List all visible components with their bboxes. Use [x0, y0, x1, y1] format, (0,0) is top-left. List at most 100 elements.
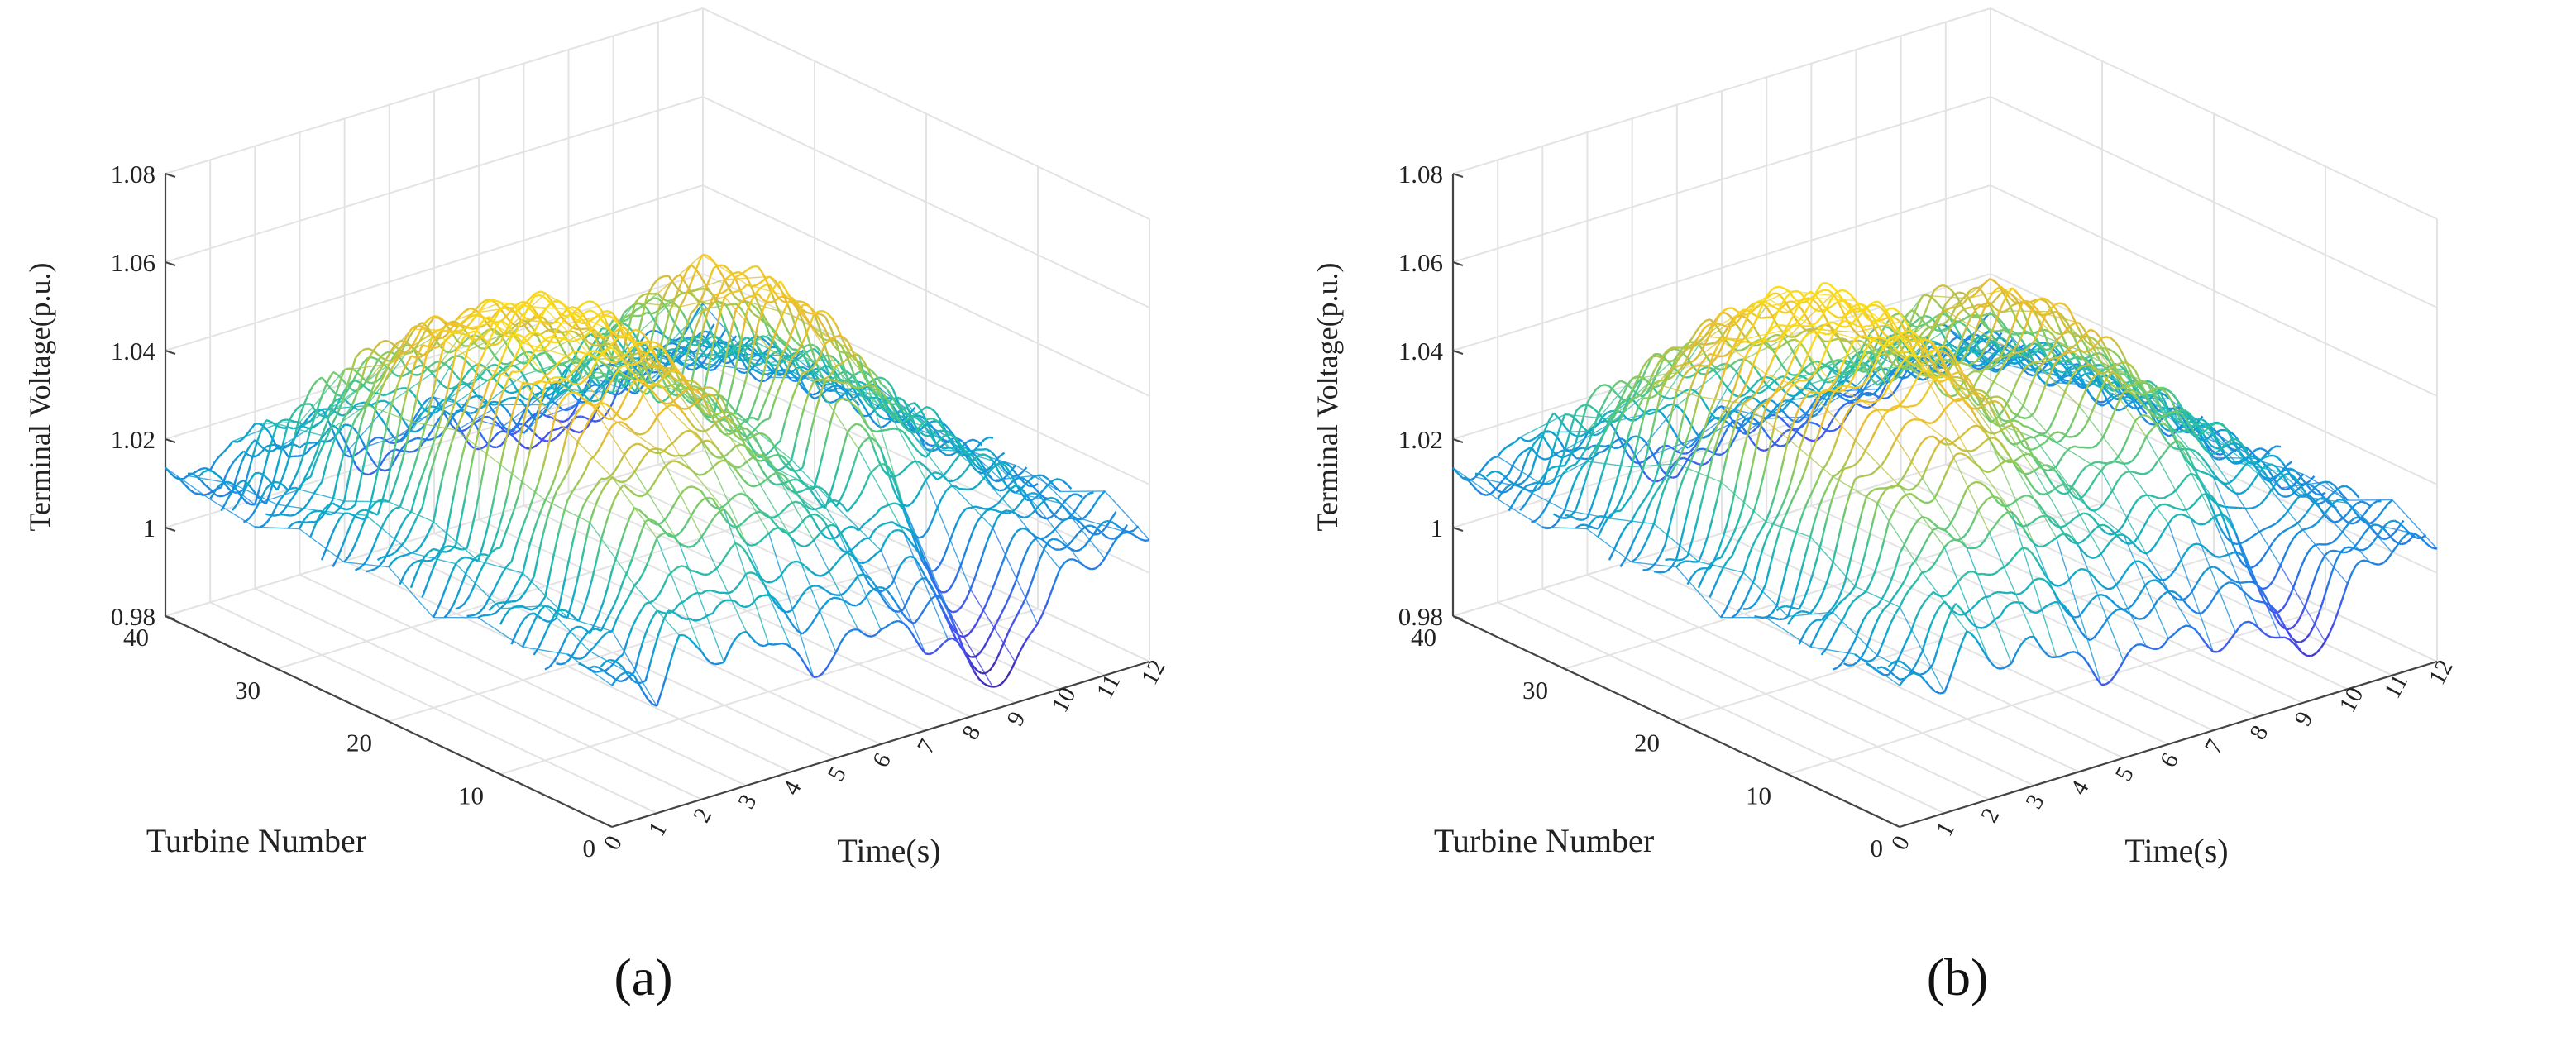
surface-segment: [370, 458, 377, 466]
surface-segment: [691, 351, 697, 359]
surface-segment: [477, 355, 484, 366]
surface-segment: [477, 614, 483, 619]
surface-segment: [683, 348, 691, 366]
surface-segment: [644, 663, 652, 681]
surface-segment: [733, 412, 738, 415]
surface-segment: [613, 490, 620, 500]
surface-segment: [598, 310, 605, 316]
surface-segment: [683, 380, 690, 388]
surface-segment: [648, 647, 656, 665]
surface-segment: [605, 667, 611, 671]
surface-segment: [740, 371, 746, 375]
surface-segment: [597, 602, 605, 615]
surface-segment: [463, 595, 471, 605]
surface-segment: [524, 338, 531, 346]
surface-segment: [598, 488, 605, 498]
surface-segment: [401, 516, 408, 525]
surface-segment: [519, 366, 526, 372]
surface-rib: [768, 465, 815, 488]
surface-segment: [316, 481, 323, 489]
surface-segment: [299, 421, 305, 428]
surface-segment: [260, 419, 267, 431]
surface-rib: [455, 563, 501, 609]
surface-segment: [390, 551, 396, 557]
surface-segment: [404, 340, 410, 346]
surface-segment: [364, 385, 370, 392]
surface-segment: [696, 441, 703, 447]
surface-segment: [930, 407, 936, 413]
surface-segment: [863, 405, 869, 414]
surface-segment: [262, 520, 270, 527]
surface-segment: [544, 379, 551, 386]
surface-segment: [750, 571, 756, 576]
surface-segment: [573, 364, 580, 370]
surface-segment: [477, 331, 484, 339]
surface-segment: [316, 435, 323, 451]
surface-rib: [388, 566, 434, 619]
surface-segment: [439, 542, 446, 552]
surface-segment: [748, 442, 755, 452]
surface-segment: [411, 437, 417, 442]
surface-segment: [433, 547, 438, 552]
surface-segment: [876, 549, 882, 555]
surface-segment: [805, 566, 813, 573]
surface-segment: [450, 351, 457, 373]
surface-segment: [891, 572, 898, 585]
surface-segment: [464, 323, 471, 330]
surface-segment: [632, 342, 638, 348]
surface-segment: [309, 463, 317, 477]
surface-segment: [249, 472, 256, 480]
surface-segment: [421, 320, 428, 327]
surface-segment: [848, 362, 856, 377]
surface-segment: [325, 404, 332, 413]
surface-segment: [982, 447, 987, 451]
surface-segment: [824, 328, 831, 340]
surface-segment: [665, 404, 671, 409]
surface-segment: [906, 537, 914, 545]
surface-segment: [981, 475, 987, 482]
surface-segment: [624, 423, 631, 429]
surface-segment: [645, 518, 651, 523]
surface-segment: [746, 571, 752, 575]
surface-segment: [303, 470, 310, 480]
surface-segment: [509, 350, 516, 358]
surface-segment: [495, 299, 502, 303]
surface-segment: [743, 480, 750, 486]
surface-segment: [379, 558, 385, 566]
surface-segment: [386, 427, 393, 435]
surface-segment: [312, 380, 318, 387]
surface-segment: [595, 478, 602, 486]
surface-segment: [533, 554, 540, 577]
surface-segment: [589, 508, 595, 523]
surface-segment: [686, 363, 692, 367]
surface-segment: [696, 591, 702, 595]
surface-segment: [949, 580, 956, 589]
surface-segment: [602, 631, 609, 638]
surface-segment: [838, 380, 844, 385]
surface-segment: [923, 433, 929, 437]
surface-segment: [247, 483, 254, 490]
surface-segment: [643, 356, 649, 365]
surface-segment: [736, 579, 743, 587]
surface-segment: [542, 517, 549, 536]
surface-segment: [609, 471, 616, 478]
surface-segment: [686, 429, 691, 432]
surface-segment: [775, 440, 781, 446]
surface-segment: [750, 543, 756, 547]
surface-segment: [376, 386, 384, 400]
surface-segment: [717, 411, 723, 415]
surface-segment: [531, 291, 538, 298]
surface-segment: [577, 393, 585, 400]
surface-segment: [724, 361, 730, 365]
surface-segment: [377, 353, 384, 360]
surface-segment: [718, 354, 724, 359]
surface-segment: [925, 474, 931, 481]
surface-segment: [867, 367, 873, 379]
surface-segment: [1068, 511, 1074, 518]
surface-segment: [1010, 490, 1016, 495]
surface-segment: [721, 318, 729, 332]
surface-segment: [607, 348, 614, 359]
surface-segment: [1001, 477, 1008, 486]
surface-segment: [469, 364, 476, 371]
surface-segment: [502, 312, 509, 319]
